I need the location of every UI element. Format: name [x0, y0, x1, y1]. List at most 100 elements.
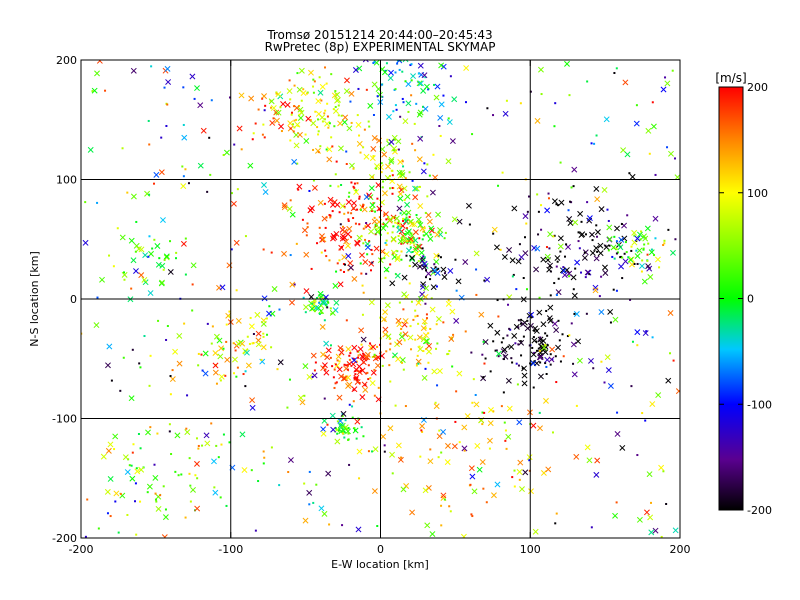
data-point-x	[549, 346, 556, 353]
data-point-dot	[317, 151, 320, 154]
data-point-x	[420, 281, 427, 288]
data-point-x	[353, 189, 360, 195]
data-point-dot	[352, 56, 354, 58]
data-point-dot	[423, 322, 426, 325]
data-point-dot	[278, 484, 281, 487]
data-point-dot	[500, 341, 503, 344]
data-point-x	[297, 131, 303, 138]
data-point-dot	[343, 212, 346, 215]
data-point-dot	[372, 61, 375, 64]
data-point-x	[645, 263, 652, 270]
data-point-dot	[485, 501, 488, 504]
data-point-x	[152, 474, 159, 481]
colorbar-tick-label: 0	[747, 293, 754, 306]
data-point-x	[302, 363, 309, 370]
data-point-dot	[515, 362, 518, 365]
data-point-dot	[182, 123, 185, 126]
data-point-dot	[341, 524, 344, 527]
data-point-x	[588, 357, 594, 364]
data-point-dot	[222, 347, 225, 350]
data-point-dot	[384, 213, 387, 216]
data-point-x	[373, 60, 380, 66]
data-point-dot	[504, 439, 507, 442]
data-point-dot	[517, 319, 520, 322]
data-point-dot	[304, 133, 307, 136]
data-point-x	[359, 394, 366, 401]
data-point-x	[441, 274, 448, 280]
data-point-x	[273, 109, 280, 116]
data-point-x	[548, 356, 555, 363]
data-point-dot	[135, 533, 138, 536]
data-point-dot	[518, 243, 521, 246]
data-point-dot	[388, 337, 391, 340]
data-point-x	[522, 469, 529, 476]
data-point-x	[482, 339, 489, 345]
data-point-x	[426, 348, 432, 355]
data-point-dot	[345, 319, 348, 322]
data-point-dot	[194, 474, 197, 477]
data-point-x	[293, 104, 300, 111]
data-point-x	[303, 304, 309, 311]
data-point-dot	[366, 253, 369, 256]
data-point-dot	[305, 92, 308, 95]
data-point-dot	[86, 498, 89, 501]
data-point-dot	[91, 90, 94, 93]
data-point-x	[664, 80, 671, 87]
data-point-dot	[585, 312, 588, 315]
data-point-dot	[314, 298, 317, 301]
x-axis-label: E-W location [km]	[331, 558, 429, 571]
data-point-dot	[666, 146, 669, 149]
data-point-x	[122, 454, 129, 461]
data-point-x	[416, 80, 423, 87]
data-point-x	[412, 194, 419, 201]
data-point-x	[289, 299, 295, 306]
data-point-dot	[427, 361, 430, 364]
data-point-dot	[455, 390, 458, 393]
data-point-x	[230, 200, 237, 207]
data-point-dot	[372, 202, 375, 205]
data-point-dot	[157, 319, 160, 322]
data-point-dot	[505, 447, 508, 450]
data-point-dot	[330, 73, 333, 76]
data-point-x	[614, 431, 621, 437]
data-point-x	[121, 271, 128, 278]
data-point-dot	[331, 210, 334, 213]
data-point-dot	[424, 276, 427, 279]
data-point-dot	[326, 300, 329, 303]
data-point-x	[338, 373, 345, 380]
data-point-dot	[411, 237, 414, 240]
data-point-dot	[317, 133, 320, 136]
data-point-x	[440, 266, 447, 273]
data-point-x	[141, 276, 148, 283]
data-point-x	[161, 534, 168, 538]
data-point-x	[236, 125, 243, 132]
data-point-dot	[606, 208, 609, 211]
data-point-dot	[148, 193, 151, 196]
data-point-x	[100, 453, 107, 460]
data-point-dot	[367, 378, 370, 381]
data-point-x	[416, 111, 423, 118]
data-point-dot	[215, 382, 218, 385]
data-point-dot	[433, 263, 436, 266]
data-point-x	[429, 531, 436, 537]
data-point-x	[649, 401, 656, 407]
data-point-x	[451, 96, 458, 103]
data-point-dot	[424, 76, 427, 79]
data-point-dot	[511, 476, 514, 479]
data-point-dot	[427, 88, 430, 91]
data-point-dot	[187, 182, 190, 185]
data-point-x	[291, 158, 298, 165]
data-point-x	[370, 344, 377, 350]
data-point-dot	[525, 222, 528, 225]
data-point-x	[654, 256, 661, 263]
data-point-dot	[308, 189, 311, 192]
data-point-x	[158, 169, 165, 176]
data-point-x	[566, 216, 573, 222]
data-point-dot	[385, 239, 388, 242]
data-point-x	[516, 468, 523, 475]
data-point-x	[138, 246, 145, 253]
data-point-dot	[486, 107, 489, 110]
data-point-x	[343, 88, 350, 95]
data-point-dot	[354, 373, 357, 376]
data-point-dot	[96, 201, 99, 204]
